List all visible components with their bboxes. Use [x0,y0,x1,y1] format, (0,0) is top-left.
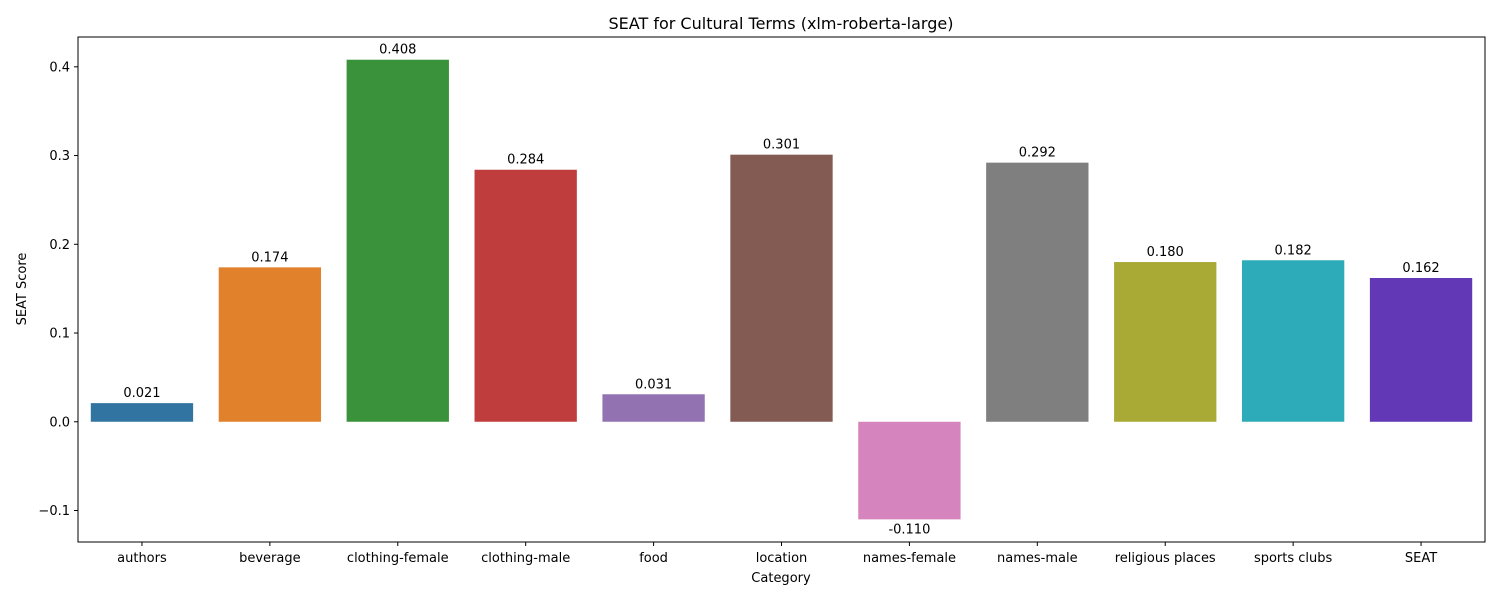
data-label: -0.110 [888,522,930,537]
y-tick-label: 0.4 [49,60,70,75]
x-axis-label: Category [751,571,811,586]
data-label: 0.031 [635,377,672,392]
bar-location [730,154,833,422]
plot-frame [77,36,1486,543]
bar-religious-places [1114,262,1217,422]
y-tick-label: 0.2 [49,238,70,253]
y-tick-label: 0.0 [49,415,70,430]
bar-names-male [986,162,1089,422]
data-label: 0.292 [1019,146,1056,161]
x-tick-label: food [639,551,668,566]
x-tick-label: names-female [863,551,956,566]
data-label: 0.162 [1402,261,1439,276]
x-tick-label: clothing-male [481,551,570,566]
chart-title: SEAT for Cultural Terms (xlm-roberta-lar… [609,14,954,33]
data-label: 0.301 [763,138,800,153]
x-tick-label: clothing-female [347,551,449,566]
bar-food [602,394,705,422]
y-tick-label: 0.3 [49,149,70,164]
x-tick-label: religious places [1115,551,1216,566]
data-label: 0.408 [379,43,416,58]
bar-sports-clubs [1241,260,1345,422]
x-tick-label: SEAT [1405,551,1437,566]
bar-clothing-male [474,169,577,422]
data-label: 0.021 [123,386,160,401]
x-tick-label: names-male [997,551,1078,566]
y-axis-label: SEAT Score [15,253,30,326]
data-label: 0.174 [251,250,288,265]
bar-beverage [218,267,322,422]
y-tick-label: −0.1 [38,504,70,519]
data-label: 0.180 [1147,245,1184,260]
bar-authors [90,403,194,422]
x-tick-label: location [756,551,808,566]
x-tick-label: beverage [239,551,301,566]
bars-group [90,59,1473,520]
bar-clothing-female [346,59,449,422]
x-tick-label: authors [117,551,167,566]
bar-seat [1369,278,1473,422]
x-axis: authors beverage clothing-female clothing-m… [117,542,1437,566]
bar-names-female [858,421,961,520]
y-tick-label: 0.1 [49,327,70,342]
y-axis: −0.1 0.0 0.1 0.2 0.3 0.4 [38,60,78,519]
data-label: 0.182 [1275,243,1312,258]
data-label: 0.284 [507,153,544,168]
x-tick-label: sports clubs [1254,551,1333,566]
data-labels-group: 0.021 0.174 0.408 0.284 0.031 0.301 -0.110 0.29… [123,43,1439,538]
